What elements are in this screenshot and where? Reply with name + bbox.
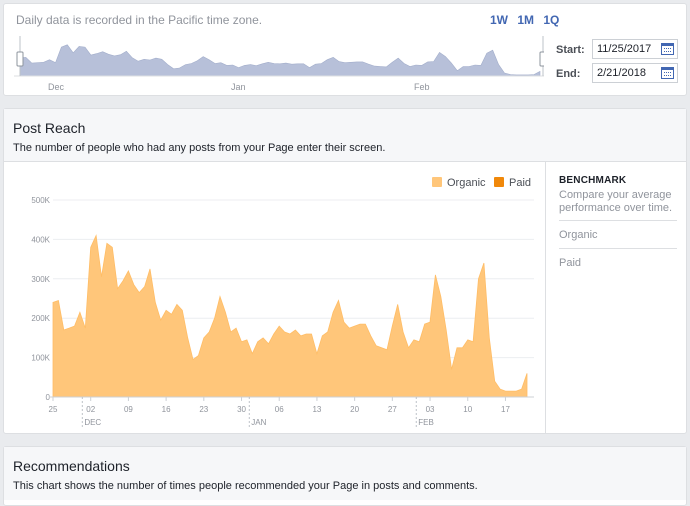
organic-swatch	[432, 177, 442, 187]
post-reach-header: Post Reach The number of people who had …	[4, 109, 686, 162]
y-tick-label: 300K	[31, 275, 50, 284]
section-title: Recommendations	[13, 458, 130, 474]
x-tick-label: 23	[199, 405, 208, 414]
range-overview-chart[interactable]	[14, 36, 544, 80]
section-title: Post Reach	[13, 120, 86, 136]
start-label: Start:	[556, 44, 585, 56]
section-description: This chart shows the number of times peo…	[13, 480, 478, 492]
x-tick-label: 09	[124, 405, 133, 414]
mini-month-label: Dec	[48, 82, 65, 92]
benchmark-paid-option[interactable]: Paid	[559, 257, 582, 269]
overview-area	[19, 44, 541, 77]
x-tick-label: 30	[237, 405, 246, 414]
y-tick-label: 500K	[31, 196, 50, 205]
benchmark-title: BENCHMARK	[559, 175, 627, 186]
month-label: JAN	[251, 418, 266, 427]
preset-1w-button[interactable]: 1W	[490, 13, 508, 27]
range-handle[interactable]	[539, 51, 544, 67]
end-label: End:	[556, 68, 581, 80]
benchmark-panel: BENCHMARK Compare your average performan…	[545, 162, 687, 433]
preset-1m-button[interactable]: 1M	[517, 13, 535, 27]
x-tick-label: 20	[350, 405, 359, 414]
x-tick-label: 10	[463, 405, 472, 414]
x-tick-label: 25	[49, 405, 58, 414]
organic-area-series	[52, 234, 528, 398]
x-tick-label: 06	[275, 405, 284, 414]
preset-1q-button[interactable]: 1Q	[543, 13, 560, 27]
paid-swatch	[494, 177, 504, 187]
x-tick-label: 27	[388, 405, 397, 414]
benchmark-organic-option[interactable]: Organic	[559, 221, 677, 249]
x-tick-label: 16	[162, 405, 171, 414]
mini-month-label: Jan	[231, 82, 246, 92]
start-date-value: 11/25/2017	[597, 43, 652, 55]
post-reach-panel: Post Reach The number of people who had …	[3, 108, 687, 434]
legend-label: Paid	[509, 177, 532, 189]
x-tick-label: 13	[312, 405, 321, 414]
y-tick-label: 0	[46, 393, 51, 402]
start-date-field[interactable]: 11/25/2017	[592, 39, 678, 59]
post-reach-chart[interactable]: 0 100K 200K 300K 400K 500K 25 02 09 16 23 30 06 13 20 2…	[4, 162, 544, 434]
calendar-icon[interactable]	[661, 67, 674, 79]
benchmark-description: Compare your average performance over ti…	[559, 189, 677, 221]
range-handle[interactable]	[16, 51, 24, 67]
legend-paid[interactable]: Paid	[494, 177, 531, 189]
x-tick-label: 17	[501, 405, 510, 414]
end-date-value: 2/21/2018	[597, 67, 646, 79]
legend-label: Organic	[447, 177, 486, 189]
recommendations-panel: Recommendations This chart shows the num…	[3, 446, 687, 506]
section-description: The number of people who had any posts f…	[13, 142, 386, 154]
end-date-field[interactable]: 2/21/2018	[592, 63, 678, 83]
date-range-panel: Daily data is recorded in the Pacific ti…	[3, 3, 687, 96]
calendar-icon[interactable]	[661, 43, 674, 55]
month-label: DEC	[84, 418, 101, 427]
x-tick-label: 03	[426, 405, 435, 414]
y-tick-label: 200K	[31, 314, 50, 323]
month-label: FEB	[418, 418, 434, 427]
legend-organic[interactable]: Organic	[432, 177, 486, 189]
mini-month-label: Feb	[414, 82, 430, 92]
timezone-note: Daily data is recorded in the Pacific ti…	[16, 13, 263, 27]
recommendations-header: Recommendations This chart shows the num…	[4, 447, 686, 500]
x-tick-label: 02	[86, 405, 95, 414]
y-tick-label: 400K	[31, 235, 50, 244]
y-tick-label: 100K	[31, 354, 50, 363]
range-presets: 1W 1M 1Q	[490, 13, 565, 27]
